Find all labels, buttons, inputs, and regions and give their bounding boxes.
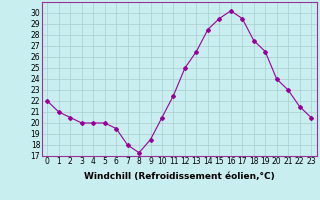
X-axis label: Windchill (Refroidissement éolien,°C): Windchill (Refroidissement éolien,°C) — [84, 172, 275, 181]
